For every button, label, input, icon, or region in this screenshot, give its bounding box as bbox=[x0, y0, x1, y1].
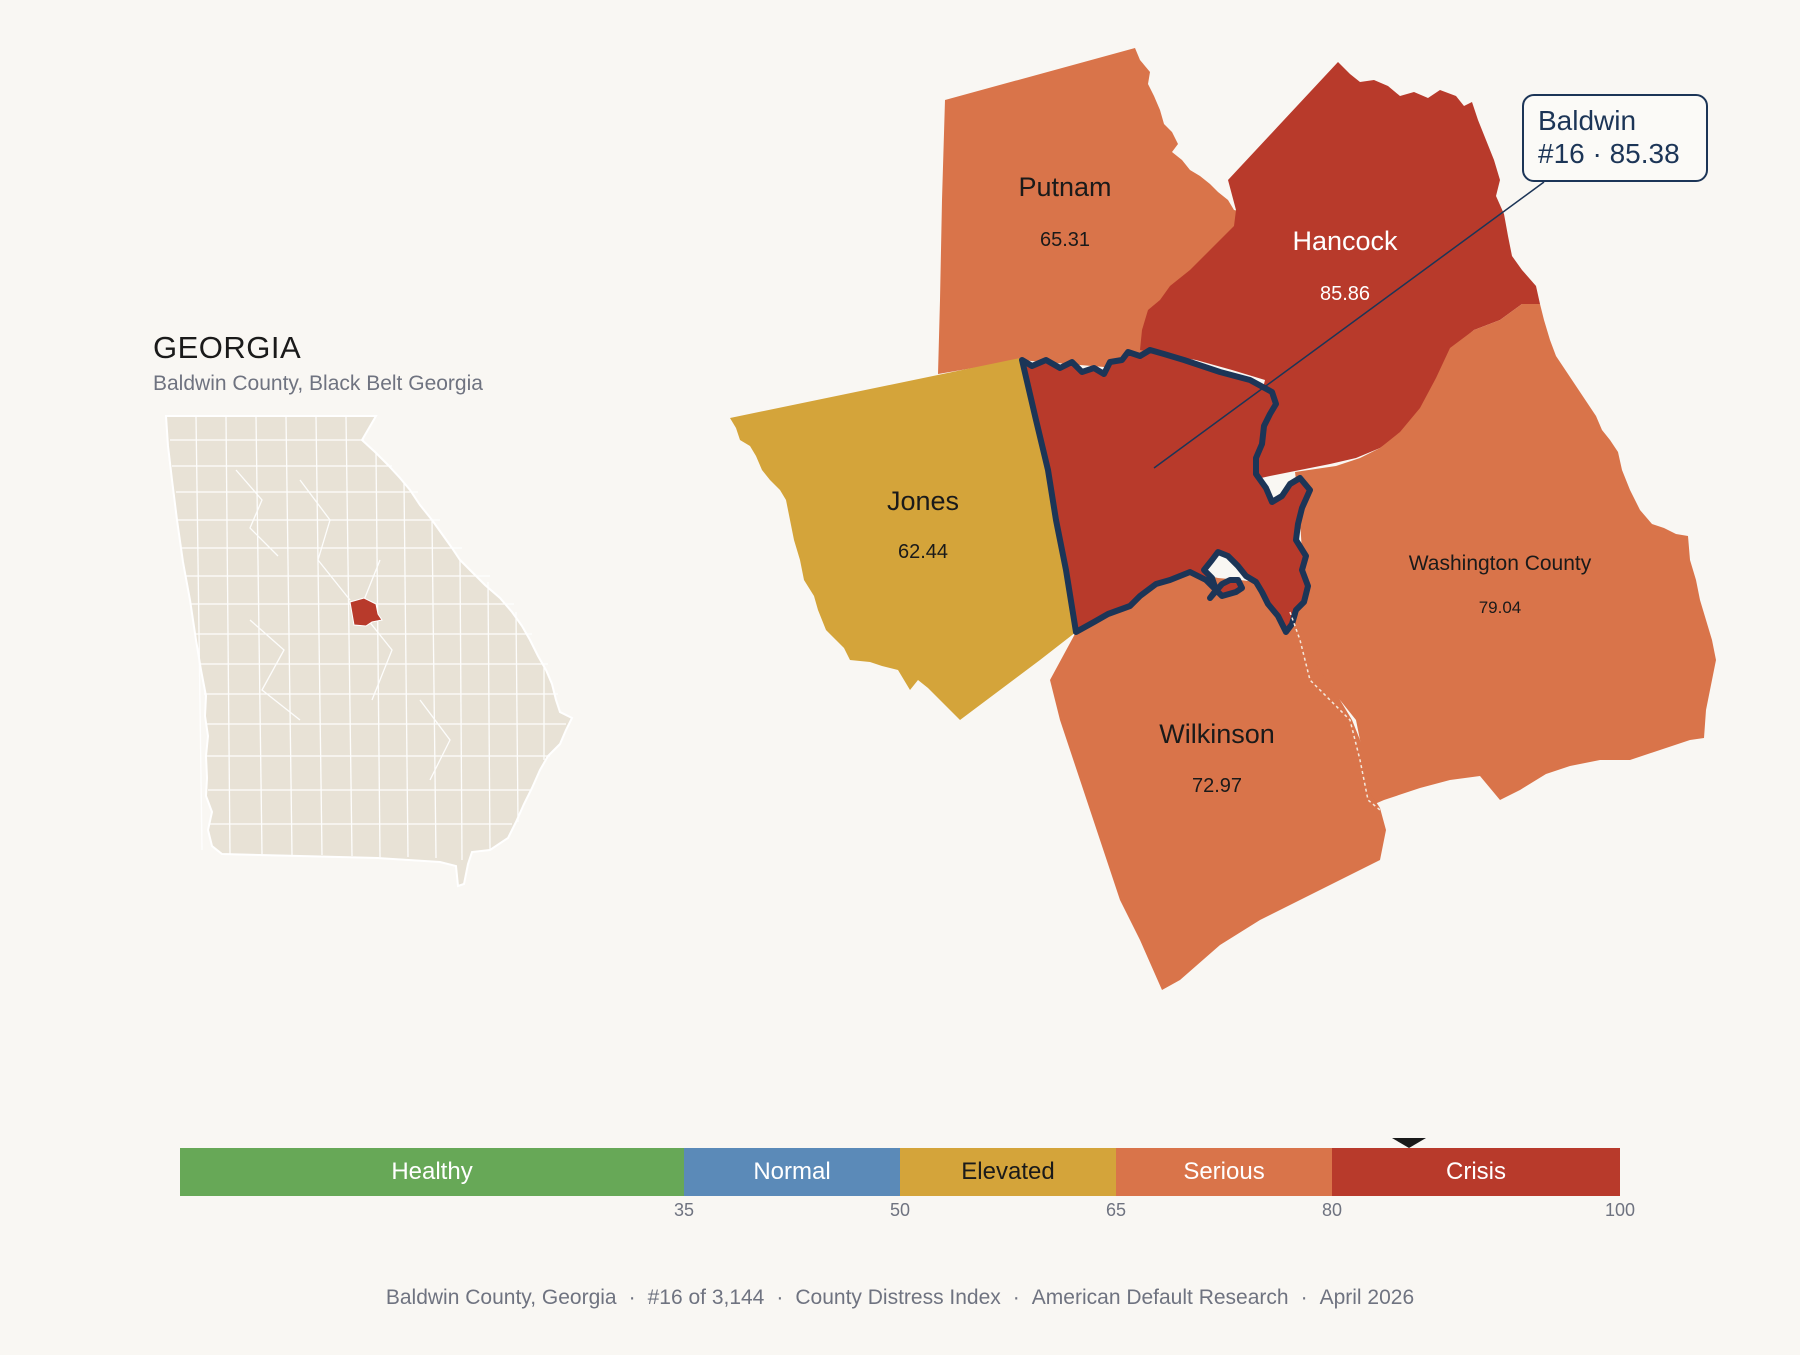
label-putnam-name: Putnam bbox=[1018, 172, 1111, 202]
label-hancock-name: Hancock bbox=[1292, 226, 1398, 256]
legend-band-crisis: Crisis bbox=[1332, 1148, 1620, 1196]
label-washington-score: 79.04 bbox=[1479, 598, 1522, 617]
footer-credits: Baldwin County, Georgia · #16 of 3,144 · Cou… bbox=[385, 1286, 1415, 1309]
legend-marker bbox=[1392, 1138, 1427, 1148]
inset-subtitle: Baldwin County, Black Belt Georgia bbox=[153, 372, 483, 395]
legend-band-serious: Serious bbox=[1116, 1148, 1332, 1196]
legend-band-normal: Normal bbox=[684, 1148, 900, 1196]
footer-part: Baldwin County, Georgia bbox=[385, 1286, 617, 1309]
baldwin-inset-highlight bbox=[349, 597, 383, 627]
distress-legend: Healthy Normal Elevated Serious Crisis bbox=[180, 1148, 1620, 1196]
legend-tick: 80 bbox=[1321, 1200, 1343, 1220]
county-hancock[interactable] bbox=[1140, 62, 1540, 480]
legend-band-elevated: Elevated bbox=[900, 1148, 1116, 1196]
georgia-state-shape bbox=[164, 415, 574, 888]
inset-title: GEORGIA bbox=[153, 330, 302, 365]
legend-tick: 100 bbox=[1604, 1200, 1636, 1220]
county-map bbox=[730, 48, 1716, 990]
county-jones[interactable] bbox=[730, 358, 1076, 720]
callout-name: Baldwin bbox=[1538, 105, 1637, 136]
label-hancock-score: 85.86 bbox=[1320, 283, 1370, 305]
callout-detail: #16 · 85.38 bbox=[1538, 138, 1680, 169]
county-wilkinson[interactable] bbox=[1050, 574, 1386, 990]
label-washington-name: Washington County bbox=[1409, 552, 1592, 575]
footer-part: County Distress Index bbox=[795, 1286, 1001, 1309]
callout-leader-line bbox=[1153, 181, 1545, 469]
baldwin-callout: Baldwin #16 · 85.38 bbox=[1522, 94, 1708, 182]
label-wilkinson-name: Wilkinson bbox=[1159, 719, 1275, 749]
footer-part: American Default Research bbox=[1031, 1286, 1289, 1309]
label-wilkinson-score: 72.97 bbox=[1192, 775, 1242, 797]
county-washington[interactable] bbox=[1295, 304, 1716, 806]
georgia-inset-map bbox=[164, 415, 574, 888]
label-putnam-score: 65.31 bbox=[1040, 229, 1090, 251]
label-jones-score: 62.44 bbox=[898, 541, 948, 563]
footer-part: April 2026 bbox=[1319, 1286, 1415, 1309]
river-line bbox=[1289, 611, 1381, 811]
label-jones-name: Jones bbox=[887, 486, 959, 516]
county-labels: Putnam 65.31 Hancock 85.86 Jones 62.44 W… bbox=[887, 172, 1592, 797]
georgia-county-grid bbox=[170, 415, 566, 861]
legend-band-healthy: Healthy bbox=[180, 1148, 684, 1196]
legend-tick: 35 bbox=[673, 1200, 695, 1220]
legend-tick: 50 bbox=[889, 1200, 911, 1220]
county-baldwin[interactable] bbox=[1019, 347, 1313, 635]
footer-part: #16 of 3,144 bbox=[647, 1286, 765, 1309]
legend-tick: 65 bbox=[1105, 1200, 1127, 1220]
